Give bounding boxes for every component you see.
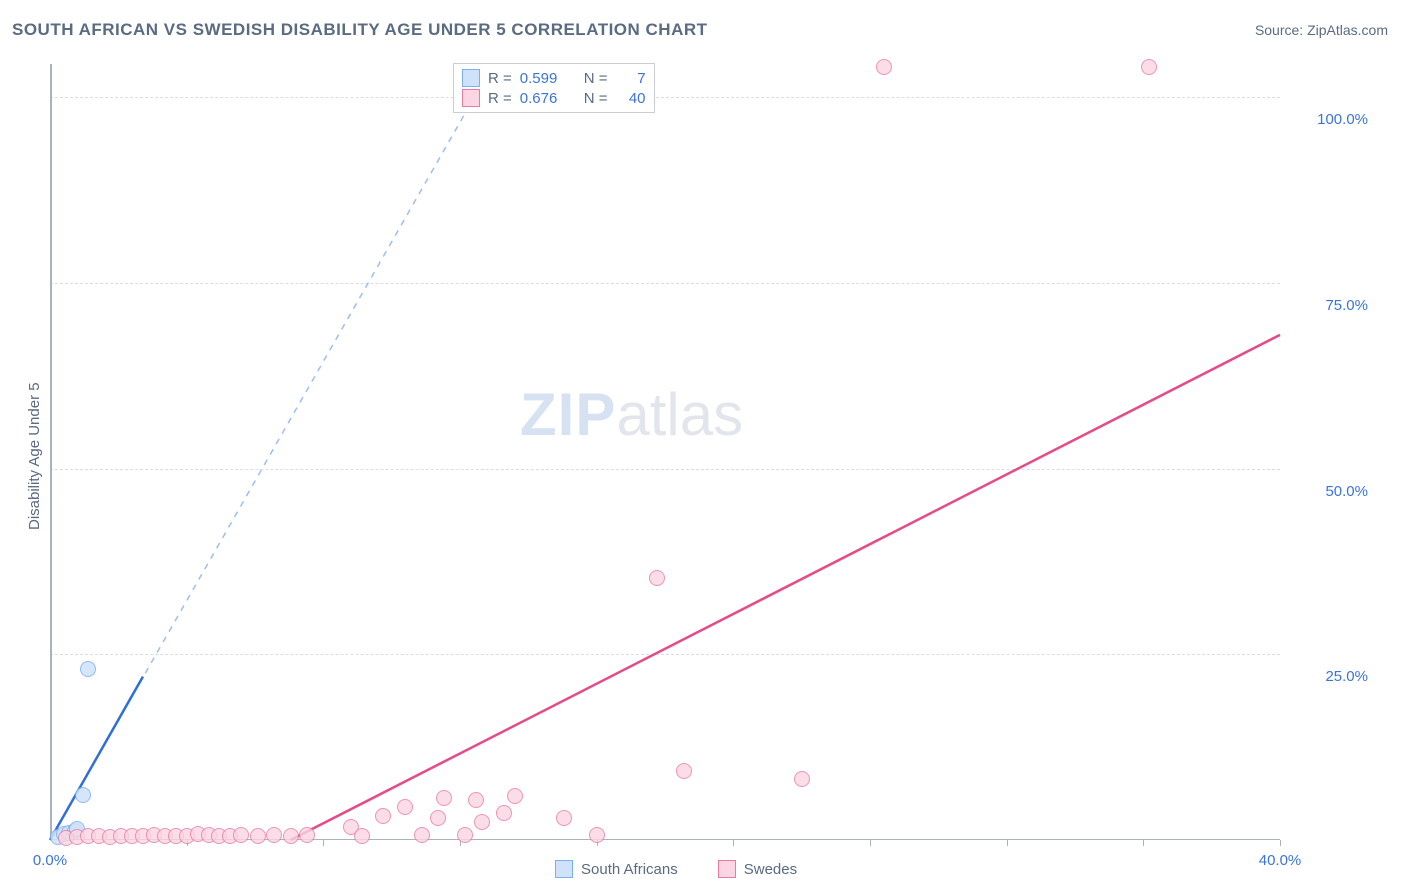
scatter-point <box>375 808 391 824</box>
legend-n-label: N = <box>584 70 608 87</box>
x-tick <box>323 840 324 846</box>
correlation-legend: R = 0.599 N = 7 R = 0.676 N = 40 <box>453 63 655 113</box>
trend-line-Swedes <box>291 335 1280 840</box>
x-tick-label: 40.0% <box>1259 852 1302 869</box>
legend-r-label: R = <box>488 70 512 87</box>
series-legend: South Africans Swedes <box>555 860 797 878</box>
legend-swatch <box>718 860 736 878</box>
scatter-point <box>75 787 91 803</box>
scatter-point <box>283 828 299 844</box>
scatter-point <box>354 828 370 844</box>
scatter-point <box>299 827 315 843</box>
legend-item: South Africans <box>555 860 678 878</box>
y-tick-label: 75.0% <box>1298 297 1368 314</box>
y-tick-label: 100.0% <box>1298 111 1368 128</box>
legend-row: R = 0.676 N = 40 <box>462 88 646 108</box>
x-tick <box>1007 840 1008 846</box>
scatter-point <box>474 814 490 830</box>
scatter-point <box>250 828 266 844</box>
scatter-point <box>556 810 572 826</box>
x-tick <box>1280 840 1281 846</box>
legend-item: Swedes <box>718 860 797 878</box>
x-tick <box>733 840 734 846</box>
legend-row: R = 0.599 N = 7 <box>462 68 646 88</box>
legend-swatch <box>462 89 480 107</box>
legend-swatch <box>555 860 573 878</box>
legend-r-label: R = <box>488 90 512 107</box>
legend-swatch <box>462 69 480 87</box>
trend-line-South Africans <box>50 677 143 840</box>
y-axis-label: Disability Age Under 5 <box>26 382 43 530</box>
legend-n-value: 40 <box>616 90 646 107</box>
scatter-point <box>266 827 282 843</box>
scatter-point <box>507 788 523 804</box>
scatter-point <box>436 790 452 806</box>
legend-r-value: 0.676 <box>520 90 570 107</box>
scatter-point <box>468 792 484 808</box>
scatter-point <box>430 810 446 826</box>
x-tick <box>1143 840 1144 846</box>
scatter-point <box>414 827 430 843</box>
regression-lines <box>50 60 1280 840</box>
legend-n-value: 7 <box>616 70 646 87</box>
scatter-point <box>676 763 692 779</box>
legend-series-name: South Africans <box>581 861 678 878</box>
source-label: Source: ZipAtlas.com <box>1255 22 1388 38</box>
scatter-point <box>589 827 605 843</box>
scatter-point <box>233 827 249 843</box>
x-tick-label: 0.0% <box>33 852 67 869</box>
y-tick-label: 25.0% <box>1298 668 1368 685</box>
scatter-point <box>876 59 892 75</box>
legend-n-label: N = <box>584 90 608 107</box>
scatter-point <box>397 799 413 815</box>
y-tick-label: 50.0% <box>1298 483 1368 500</box>
scatter-point <box>80 661 96 677</box>
chart-title: SOUTH AFRICAN VS SWEDISH DISABILITY AGE … <box>12 20 708 40</box>
scatter-chart: 25.0%50.0%75.0%100.0%0.0%40.0%Disability… <box>50 60 1280 840</box>
legend-series-name: Swedes <box>744 861 797 878</box>
scatter-point <box>457 827 473 843</box>
legend-r-value: 0.599 <box>520 70 570 87</box>
scatter-point <box>794 771 810 787</box>
scatter-point <box>496 805 512 821</box>
x-tick <box>870 840 871 846</box>
scatter-point <box>649 570 665 586</box>
scatter-point <box>1141 59 1157 75</box>
